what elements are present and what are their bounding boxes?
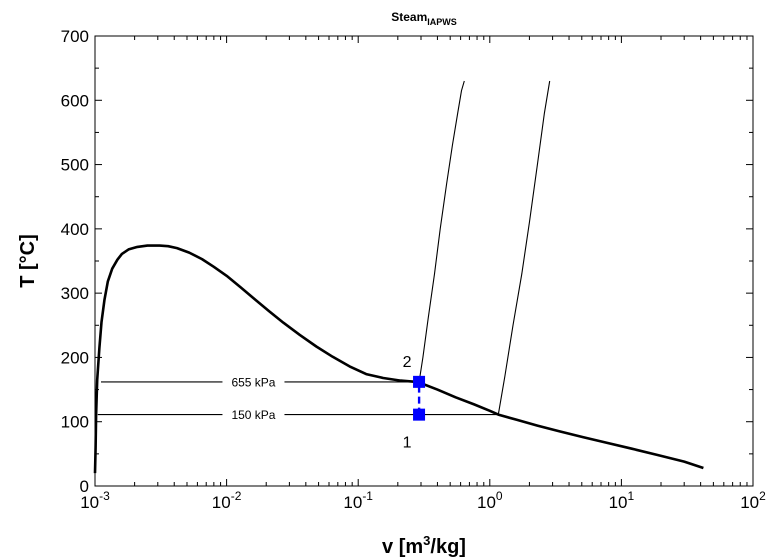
isobar-label: 150 kPa (231, 408, 275, 422)
x-tick-label: 10-1 (343, 489, 373, 512)
state-point-label: 2 (403, 354, 412, 371)
y-tick-label: 700 (61, 27, 89, 46)
y-tick-label: 600 (61, 91, 89, 110)
isobar-label-bg (222, 374, 285, 389)
chart-marks: 655 kPa 150 kPa 1 2 (93, 80, 704, 474)
isobar-label: 655 kPa (231, 375, 275, 389)
series-line-isobar-655 (101, 80, 465, 383)
x-axis-label: v [m3/kg] (382, 533, 466, 558)
isobar-label-bg (222, 407, 285, 422)
y-tick-label: 300 (61, 284, 89, 303)
series-line-isobar-150 (97, 80, 551, 416)
y-tick-label: 200 (61, 348, 89, 367)
y-axis-label: T [°C] (17, 234, 39, 288)
y-tick-label: 400 (61, 220, 89, 239)
y-tick-label: 0 (80, 477, 89, 496)
x-tick-label: 101 (609, 489, 635, 512)
x-tick-label: 102 (740, 489, 766, 512)
x-tick-label: 100 (477, 489, 503, 512)
y-tick-label: 500 (61, 156, 89, 175)
y-tick-label: 100 (61, 413, 89, 432)
chart-title: SteamIAPWS (391, 10, 457, 27)
x-tick-label: 10-2 (212, 489, 242, 512)
series-line-saturation (93, 244, 704, 474)
ticks-layer: 0 100 200 300 400 500 600 700 10-3 10-2 10-1 100 101… (61, 27, 766, 512)
state-point-marker (413, 408, 426, 421)
state-point-marker (413, 375, 426, 388)
state-point-label: 1 (403, 435, 412, 452)
x-tick-label: 10-3 (80, 489, 110, 512)
